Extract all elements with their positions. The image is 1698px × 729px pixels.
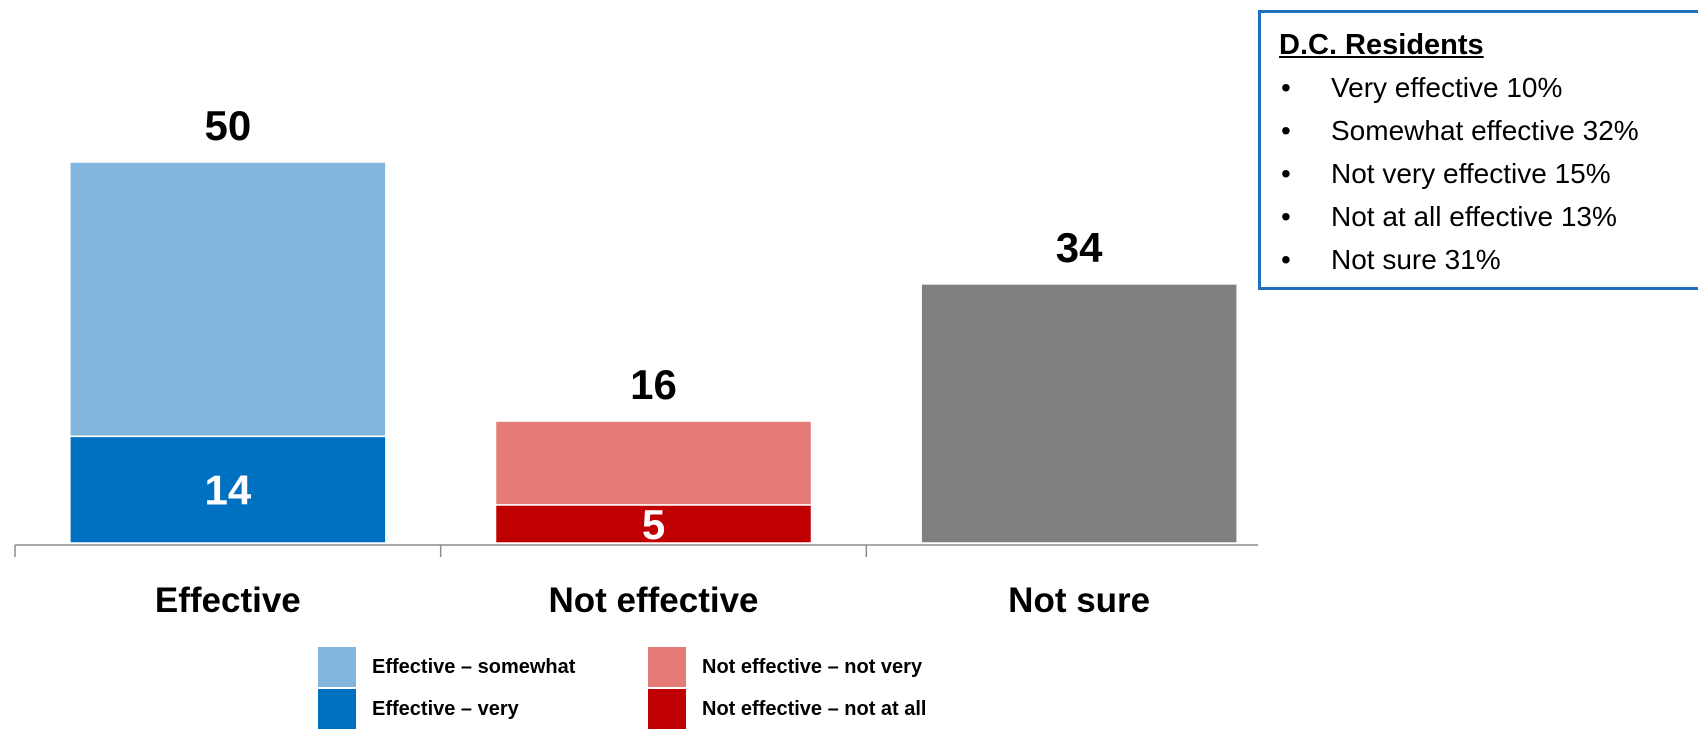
- bar-segment: [494, 420, 813, 506]
- legend-swatch: [648, 689, 686, 729]
- legend-item-not-effective-not-very: Not effective – not very: [648, 647, 922, 687]
- bar-segment: [920, 283, 1238, 544]
- segment-label: 5: [642, 501, 665, 548]
- chart-legend: Effective – somewhat Effective – very No…: [318, 647, 1018, 729]
- bullet-icon: •: [1281, 115, 1291, 146]
- legend-label: Effective – somewhat: [372, 655, 576, 678]
- list-item: • Somewhat effective 32%: [1279, 109, 1698, 152]
- legend-item-not-effective-not-at-all: Not effective – not at all: [648, 689, 927, 729]
- dc-residents-list: • Very effective 10% • Somewhat effective …: [1279, 66, 1698, 281]
- bullet-icon: •: [1281, 244, 1291, 275]
- bar-segment: [494, 504, 813, 544]
- list-item: • Not sure 31%: [1279, 238, 1698, 281]
- list-item: • Not very effective 15%: [1279, 152, 1698, 195]
- legend-item-effective-somewhat: Effective – somewhat: [318, 647, 575, 687]
- category-label: Not effective: [548, 581, 758, 620]
- bullet-icon: •: [1281, 72, 1291, 103]
- dc-residents-title: D.C. Residents: [1279, 29, 1484, 61]
- legend-label: Not effective – not very: [702, 655, 923, 678]
- bullet-icon: •: [1281, 158, 1291, 189]
- legend-swatch: [648, 647, 686, 687]
- bar-segment: [69, 435, 387, 544]
- bar-chart: 50 Effective 16 Not effective 34 Not sure 14 5: [14, 102, 1258, 620]
- legend-swatch: [318, 647, 356, 687]
- segment-label: 14: [204, 467, 251, 514]
- category-label: Effective: [155, 581, 301, 620]
- list-item: • Not at all effective 13%: [1279, 195, 1698, 238]
- bullet-icon: •: [1281, 201, 1291, 232]
- category-label: Not sure: [1008, 581, 1150, 620]
- total-label: 16: [630, 361, 677, 408]
- legend-item-effective-very: Effective – very: [318, 689, 519, 729]
- list-item: • Very effective 10%: [1279, 66, 1698, 109]
- dc-residents-box: D.C. Residents • Very effective 10% • Some…: [1258, 10, 1698, 290]
- legend-label: Effective – very: [372, 697, 519, 720]
- legend-label: Not effective – not at all: [702, 697, 927, 720]
- bar-segment: [69, 161, 387, 438]
- legend-swatch: [318, 689, 356, 729]
- total-label: 34: [1056, 224, 1103, 271]
- total-label: 50: [204, 102, 251, 149]
